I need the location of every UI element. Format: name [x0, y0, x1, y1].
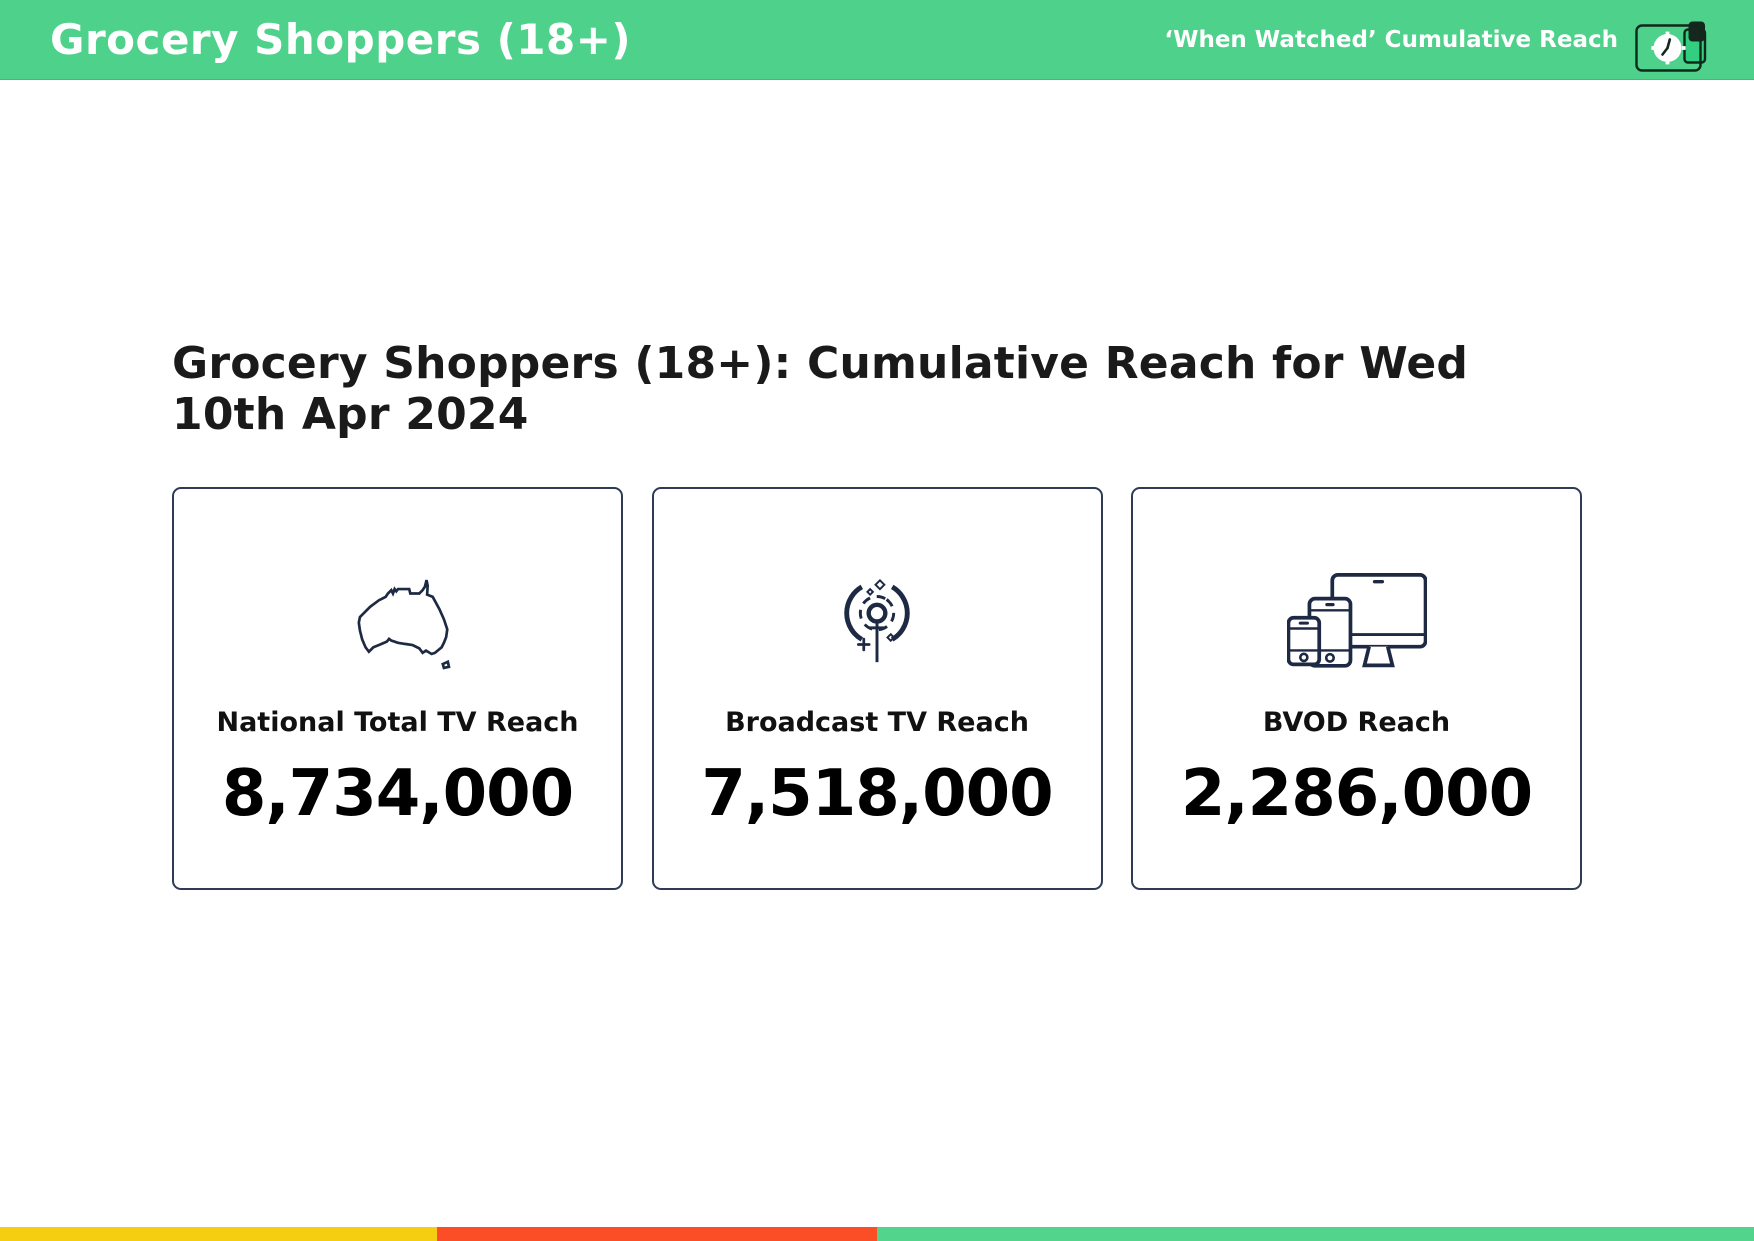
- footer-color-stripe: [0, 1227, 1754, 1241]
- header-right-group: ‘When Watched’ Cumulative Reach: [1164, 8, 1710, 72]
- clock-panel-icon: [1635, 21, 1707, 72]
- australia-map-icon: [342, 569, 454, 673]
- devices-icon: [1286, 569, 1427, 673]
- report-mode-label: ‘When Watched’ Cumulative Reach: [1164, 26, 1618, 53]
- kpi-card-bvod: BVOD Reach 2,286,000: [1131, 487, 1582, 890]
- footer-stripe-yellow: [0, 1227, 437, 1241]
- footer-stripe-green: [876, 1227, 1754, 1241]
- report-body: Grocery Shoppers (18+): Cumulative Reach…: [0, 338, 1754, 890]
- kpi-label: Broadcast TV Reach: [725, 707, 1029, 738]
- kpi-card-national-total-tv: National Total TV Reach 8,734,000: [172, 487, 623, 890]
- broadcast-antenna-icon: [828, 569, 926, 673]
- kpi-value: 2,286,000: [1180, 757, 1533, 831]
- kpi-label: BVOD Reach: [1262, 707, 1451, 738]
- kpi-card-broadcast-tv: Broadcast TV Reach 7,518,000: [651, 487, 1103, 890]
- header-bar: Grocery Shoppers (18+) ‘When Watched’ Cu…: [0, 0, 1754, 80]
- page-title: Grocery Shoppers (18+): Cumulative Reach…: [172, 338, 1469, 440]
- kpi-value: 8,734,000: [221, 757, 574, 831]
- footer-stripe-red: [436, 1227, 877, 1241]
- app-title: Grocery Shoppers (18+): [50, 15, 632, 64]
- kpi-label: National Total TV Reach: [216, 707, 579, 738]
- kpi-value: 7,518,000: [701, 757, 1053, 831]
- kpi-cards-row: National Total TV Reach 8,734,000: [172, 487, 1582, 890]
